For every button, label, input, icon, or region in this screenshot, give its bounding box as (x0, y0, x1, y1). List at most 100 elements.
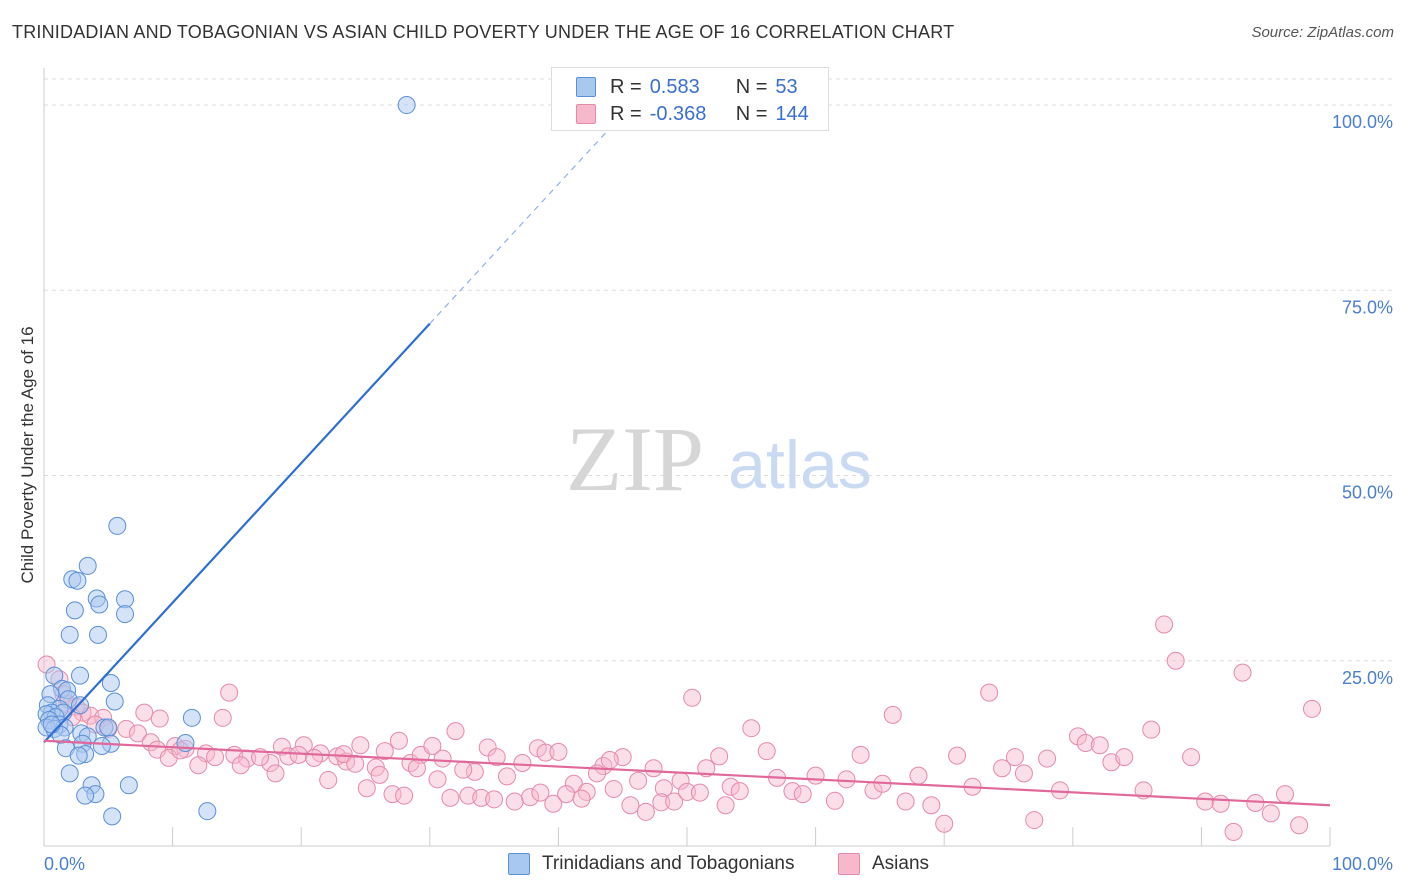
asian-point (1142, 720, 1161, 739)
asian-point (505, 792, 524, 811)
legend-item-trinidadians[interactable]: Trinidadians and Tobagonians (508, 851, 794, 877)
y-tick-label: 75.0% (1342, 297, 1393, 317)
trinidadian-point (92, 736, 111, 755)
asian-point (478, 738, 497, 757)
blue-swatch (508, 853, 530, 875)
asian-point (909, 766, 928, 785)
asian-point (549, 742, 568, 761)
asian-point (472, 788, 491, 807)
asian-point (1196, 792, 1215, 811)
asian-point (1224, 822, 1243, 841)
asian-point (721, 777, 740, 796)
asian-point (1275, 785, 1294, 804)
r-label: R = (610, 102, 642, 125)
asian-point (220, 683, 239, 702)
asian-point (1090, 736, 1109, 755)
asian-point (851, 745, 870, 764)
asian-point (837, 770, 856, 789)
watermark-zip: ZIP (566, 408, 704, 510)
asian-point (135, 703, 154, 722)
trinidadian-point (69, 746, 88, 765)
asian-point (883, 705, 902, 724)
r-label: R = (610, 75, 642, 98)
asian-point (654, 779, 673, 798)
asian-point (644, 759, 663, 778)
asian-point (665, 792, 684, 811)
asian-point (428, 770, 447, 789)
asian-point (730, 782, 749, 801)
asian-point (1076, 734, 1095, 753)
stats-row-trinidadians: R = 0.583 N = 53 (576, 74, 798, 100)
stats-row-asians: R = -0.368 N = 144 (576, 101, 809, 127)
trinidadian-point (90, 595, 109, 614)
asian-point (690, 783, 709, 802)
y-tick-label: 50.0% (1342, 483, 1393, 503)
asian-point (521, 788, 540, 807)
asian-point (513, 754, 532, 773)
asian-point (544, 794, 563, 813)
trinidadian-point (76, 786, 95, 805)
grid-lines (44, 78, 1393, 662)
asian-point (441, 788, 460, 807)
trinidadian-point (108, 516, 127, 535)
asian-point (454, 760, 473, 779)
asian-point (697, 759, 716, 778)
asian-point (922, 796, 941, 815)
asian-point (357, 779, 376, 798)
asian-point (1290, 816, 1309, 835)
trinidadian-point (65, 601, 84, 620)
asian-point (231, 756, 250, 775)
asian-point (1182, 748, 1201, 767)
asian-point (334, 745, 353, 764)
trinidadian-point (105, 692, 124, 711)
asian-point (710, 747, 729, 766)
asian-point (683, 688, 702, 707)
chart-title: TRINIDADIAN AND TOBAGONIAN VS ASIAN CHIL… (12, 22, 955, 42)
axes (43, 68, 1331, 847)
n-value: 53 (775, 75, 798, 98)
asian-point (1115, 748, 1134, 767)
trinidadian-point (68, 571, 87, 590)
asian-point (1068, 727, 1087, 746)
r-value: 0.583 (649, 75, 700, 98)
asian-point (896, 792, 915, 811)
pink-swatch (838, 853, 860, 875)
trinidadian-point (182, 708, 201, 727)
asian-point (383, 785, 402, 804)
asian-point (319, 771, 338, 790)
asian-point (636, 802, 655, 821)
y-tick-label: 25.0% (1342, 668, 1393, 688)
asian-point (487, 748, 506, 767)
asian-point (1233, 663, 1252, 682)
trinidadian-point (60, 764, 79, 783)
asian-point (189, 756, 208, 775)
watermark-atlas: atlas (728, 427, 872, 503)
asian-point (446, 722, 465, 741)
asian-point (370, 765, 389, 784)
asian-point (1155, 615, 1174, 634)
asian-point (272, 737, 291, 756)
trinidadian-point (116, 605, 135, 624)
asian-point (652, 793, 671, 812)
trinidadian-point (71, 696, 90, 715)
asian-point (757, 742, 776, 761)
asian-point (557, 785, 576, 804)
asian-point (395, 786, 414, 805)
asian-point (825, 791, 844, 810)
asian-point (497, 767, 516, 786)
asian-point (159, 748, 178, 767)
y-tick-label: 100.0% (1332, 112, 1393, 132)
trinidadian-trend-extension (429, 99, 637, 325)
asian-point (948, 746, 967, 765)
n-label: N = (735, 75, 768, 98)
asian-point (351, 736, 370, 755)
trinidadian-point (45, 666, 64, 685)
asian-point (604, 779, 623, 798)
trinidadian-trend-line (43, 322, 431, 744)
asian-point (1261, 804, 1280, 823)
asian-point (716, 796, 735, 815)
asian-point (678, 782, 696, 801)
asian-point (485, 790, 504, 809)
legend-item-asians[interactable]: Asians (838, 851, 929, 877)
